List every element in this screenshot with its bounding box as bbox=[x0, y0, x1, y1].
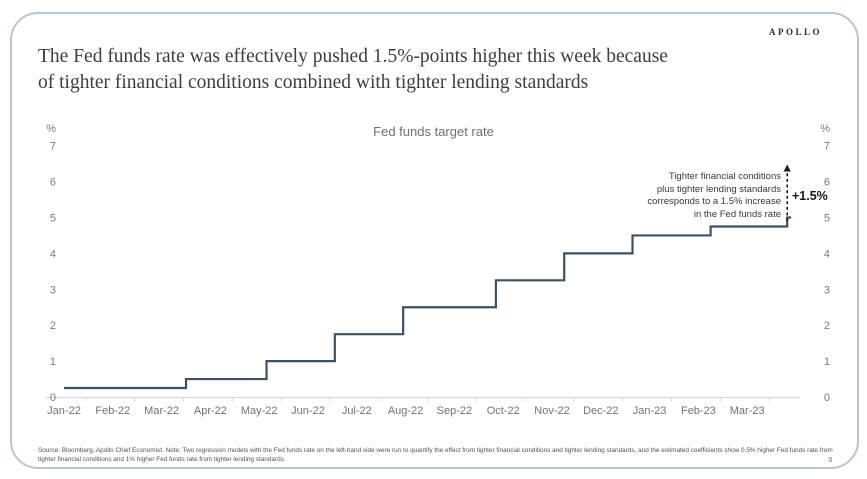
slide-card bbox=[10, 12, 859, 469]
y-axis-label-right: 2 bbox=[824, 320, 830, 332]
y-axis-label-left: 4 bbox=[50, 248, 56, 260]
x-axis-label: Oct-22 bbox=[487, 405, 520, 417]
y-axis-label-right: 6 bbox=[824, 177, 830, 189]
slide-headline: The Fed funds rate was effectively pushe… bbox=[38, 44, 668, 96]
increase-arrow-head bbox=[783, 164, 791, 172]
y-axis-label-left: 3 bbox=[50, 284, 56, 296]
apollo-logo: APOLLO bbox=[768, 27, 822, 37]
y-axis-label-left: 2 bbox=[50, 320, 56, 332]
y-axis-label-right: 5 bbox=[824, 213, 830, 225]
annotation-line: corresponds to a 1.5% increase bbox=[647, 196, 781, 207]
y-axis-label-left: 0 bbox=[50, 392, 56, 404]
fed-funds-step-line bbox=[64, 216, 792, 390]
x-axis-label: Nov-22 bbox=[534, 405, 569, 417]
chart-title: Fed funds target rate bbox=[373, 124, 494, 139]
x-axis-label: Feb-22 bbox=[95, 405, 130, 417]
chart-annotation: Tighter financial conditions plus tighte… bbox=[647, 171, 781, 221]
y-axis-label-right: 7 bbox=[824, 141, 830, 153]
arrow-increase-label: +1.5% bbox=[792, 189, 828, 203]
x-axis-label: Dec-22 bbox=[583, 405, 618, 417]
x-axis-label: May-22 bbox=[241, 405, 278, 417]
y-axis-label-right: 4 bbox=[824, 248, 830, 260]
y-axis-unit-left: % bbox=[46, 123, 56, 135]
x-axis-label: Jan-23 bbox=[633, 405, 667, 417]
x-axis-label: Apr-22 bbox=[194, 405, 227, 417]
y-axis-label-left: 7 bbox=[50, 141, 56, 153]
annotation-line: plus tighter lending standards bbox=[656, 183, 781, 195]
x-axis-label: Jun-22 bbox=[291, 405, 325, 417]
x-axis-label: Feb-23 bbox=[681, 405, 716, 417]
y-axis-label-left: 1 bbox=[50, 356, 56, 368]
page-number: 3 bbox=[828, 455, 833, 464]
y-axis-unit-right: % bbox=[820, 123, 830, 135]
y-axis-label-left: 5 bbox=[50, 213, 56, 225]
x-axis-label: Sep-22 bbox=[437, 405, 472, 417]
annotation-line: Tighter financial conditions bbox=[668, 171, 781, 182]
y-axis-label-right: 3 bbox=[824, 284, 830, 296]
y-axis-label-right: 1 bbox=[824, 356, 830, 368]
headline-line-1: The Fed funds rate was effectively pushe… bbox=[38, 46, 668, 67]
x-axis-label: Mar-22 bbox=[144, 405, 179, 417]
x-axis-label: Jul-22 bbox=[342, 405, 372, 417]
x-axis-label: Aug-22 bbox=[388, 405, 423, 417]
y-axis-label-left: 6 bbox=[50, 177, 56, 189]
x-axis-label: Mar-23 bbox=[730, 405, 765, 417]
y-axis-label-right: 0 bbox=[824, 392, 830, 404]
source-footnote: Source: Bloomberg, Apollo Chief Economis… bbox=[38, 447, 833, 463]
annotation-line: in the Fed funds rate bbox=[693, 208, 781, 220]
headline-line-2: of tighter financial conditions combined… bbox=[38, 72, 589, 93]
x-axis-label: Jan-22 bbox=[47, 405, 81, 417]
